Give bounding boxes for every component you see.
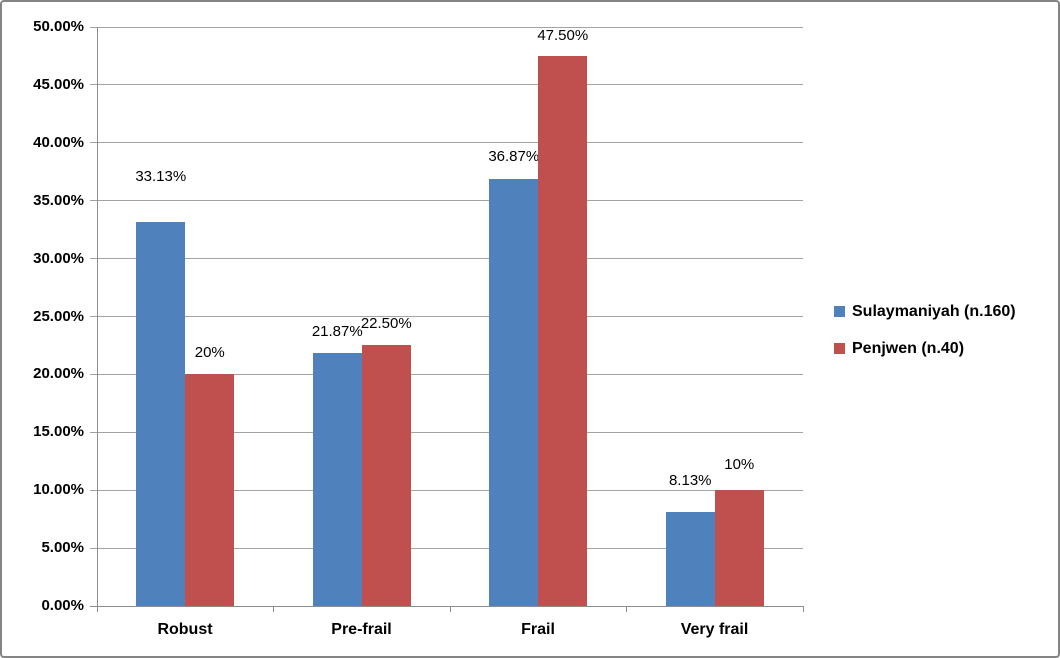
y-axis-tick-label: 5.00% bbox=[41, 539, 84, 557]
legend-label: Sulaymaniyah (n.160) bbox=[852, 303, 1016, 320]
y-axis-tick-label: 40.00% bbox=[33, 133, 84, 151]
gridline bbox=[90, 26, 803, 28]
gridline bbox=[90, 431, 803, 433]
bar-penjwen-very-frail bbox=[714, 490, 764, 606]
data-label: 8.13% bbox=[668, 471, 712, 489]
bar-sulaymaniyah-pre-frail bbox=[312, 352, 362, 606]
legend-swatch-icon bbox=[834, 306, 845, 317]
data-label: 21.87% bbox=[311, 322, 363, 340]
bar-sulaymaniyah-frail bbox=[489, 179, 539, 606]
data-label: 10% bbox=[724, 456, 755, 474]
x-axis-tick bbox=[626, 606, 627, 612]
category-label: Very frail bbox=[680, 621, 749, 638]
bar-sulaymaniyah-very-frail bbox=[665, 511, 715, 606]
data-label: 33.13% bbox=[135, 168, 187, 186]
x-axis-tick bbox=[273, 606, 274, 612]
data-label: 36.87% bbox=[488, 148, 540, 166]
gridline bbox=[90, 547, 803, 549]
bar-penjwen-robust bbox=[185, 374, 235, 606]
bar-sulaymaniyah-robust bbox=[136, 222, 186, 606]
y-axis-tick-label: 15.00% bbox=[33, 423, 84, 441]
category-label: Pre-frail bbox=[331, 621, 392, 638]
y-axis-line bbox=[96, 27, 98, 606]
gridline bbox=[90, 200, 803, 202]
gridline bbox=[90, 142, 803, 144]
y-axis-tick-label: 35.00% bbox=[33, 191, 84, 209]
gridline bbox=[90, 84, 803, 86]
y-axis-tick-label: 10.00% bbox=[33, 481, 84, 499]
y-axis-tick-label: 25.00% bbox=[33, 307, 84, 325]
data-label: 22.50% bbox=[360, 315, 412, 333]
y-axis-tick-label: 45.00% bbox=[33, 75, 84, 93]
gridline bbox=[90, 316, 803, 317]
x-axis-tick bbox=[449, 606, 451, 612]
y-axis-tick-label: 20.00% bbox=[33, 365, 84, 383]
legend-swatch-icon bbox=[834, 343, 845, 354]
gridline bbox=[90, 489, 803, 491]
category-label: Robust bbox=[157, 621, 213, 638]
gridline bbox=[90, 258, 803, 260]
y-axis-tick-label: 50.00% bbox=[33, 18, 84, 35]
x-axis-line bbox=[90, 605, 803, 607]
legend-label: Penjwen (n.40) bbox=[852, 340, 965, 357]
bar-penjwen-frail bbox=[538, 55, 588, 606]
y-axis-tick-label: 30.00% bbox=[33, 249, 84, 267]
legend-entry: Sulaymaniyah (n.160) bbox=[834, 302, 1016, 321]
y-axis-tick-label: 0.00% bbox=[41, 597, 84, 614]
gridline bbox=[90, 373, 803, 375]
x-axis-tick bbox=[96, 606, 98, 612]
x-axis-tick bbox=[802, 606, 804, 612]
data-label: 20% bbox=[194, 344, 225, 362]
data-label: 47.50% bbox=[537, 26, 589, 44]
legend-entry: Penjwen (n.40) bbox=[834, 339, 964, 358]
category-label: Frail bbox=[521, 621, 555, 638]
bar-penjwen-pre-frail bbox=[361, 345, 411, 606]
